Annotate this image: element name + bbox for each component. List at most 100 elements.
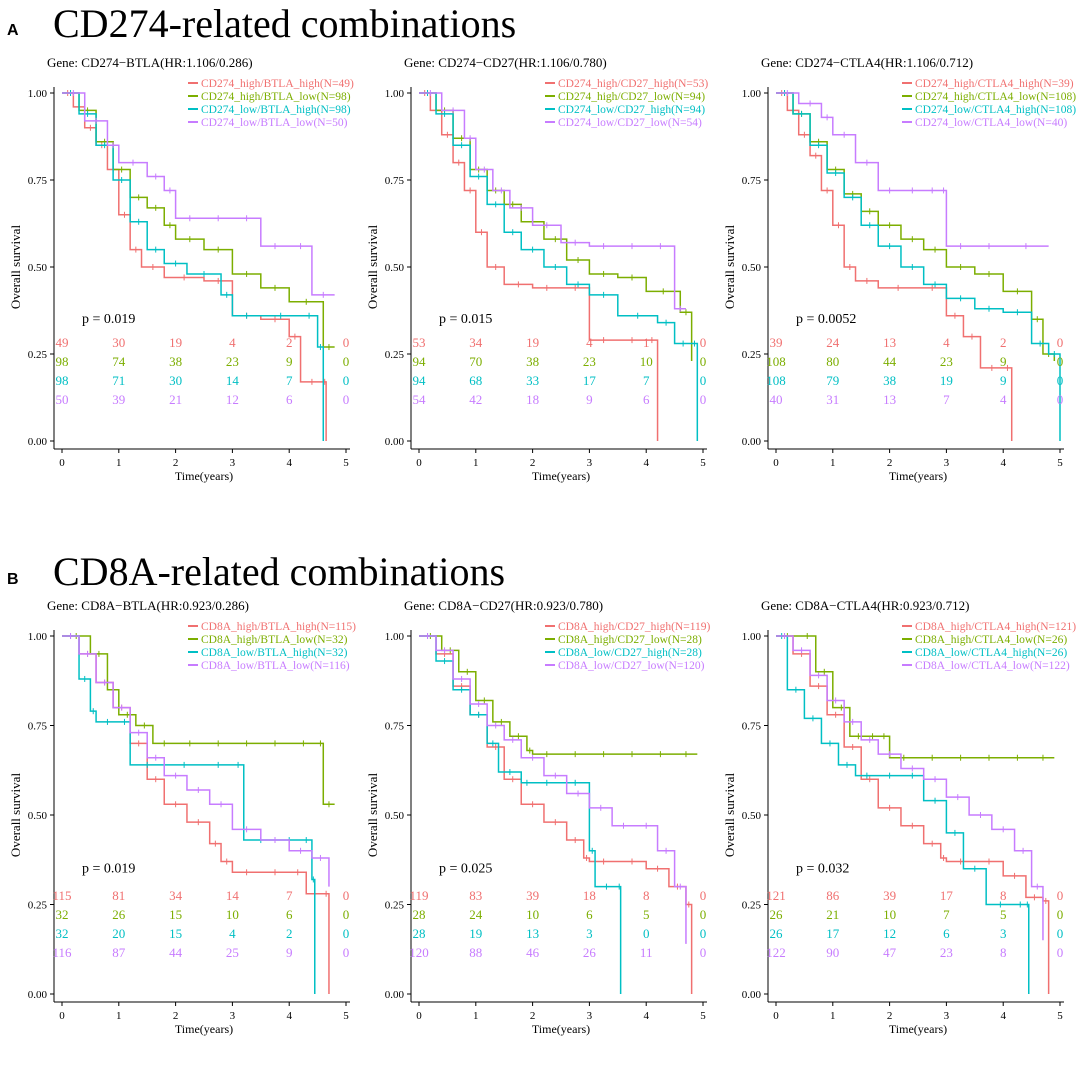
legend-label: CD8A_low/BTLA_low(N=116)	[201, 660, 350, 672]
km-curve-cd274-low-ctla4-low-n-40	[776, 92, 1049, 247]
risk-count: 0	[343, 373, 350, 388]
risk-count: 33	[526, 373, 539, 388]
risk-count: 4	[229, 335, 236, 350]
y-tick-label: 1.00	[742, 631, 762, 643]
plot-title: Gene: CD8A−CD27(HR:0.923/0.780)	[404, 598, 603, 613]
legend-label: CD8A_low/CTLA4_high(N=26)	[915, 647, 1067, 659]
km-plot-cd274-btla: Gene: CD274−BTLA(HR:1.106/0.286) 0.00 0.25…	[0, 53, 360, 523]
risk-count: 0	[700, 888, 707, 903]
x-tick-label: 1	[830, 1010, 836, 1022]
x-tick-label: 1	[116, 1010, 122, 1022]
km-curve-cd274-high-cd27-low-n-94	[419, 92, 693, 361]
y-tick-label: 0.50	[742, 262, 762, 274]
panel-letter-b: B	[7, 571, 19, 588]
km-curve-cd8a-high-btla-low-n-32	[62, 635, 335, 806]
risk-count: 3	[586, 926, 593, 941]
p-value: p = 0.032	[796, 862, 849, 877]
risk-count: 9	[1000, 354, 1007, 369]
risk-count: 20	[112, 926, 125, 941]
risk-count: 11	[640, 945, 653, 960]
risk-count: 6	[286, 907, 293, 922]
risk-count: 21	[169, 392, 182, 407]
x-tick-label: 1	[830, 457, 836, 469]
x-tick-label: 2	[530, 1010, 536, 1022]
y-tick-label: 0.25	[742, 900, 762, 912]
risk-count: 90	[826, 945, 839, 960]
km-curve-cd8a-low-ctla4-high-n-26	[776, 635, 1030, 994]
risk-count: 0	[1057, 945, 1064, 960]
p-value: p = 0.025	[439, 862, 492, 877]
y-tick-label: 0.75	[28, 721, 48, 733]
km-curve-cd274-low-cd27-high-n-94	[419, 92, 699, 441]
risk-count: 10	[226, 907, 239, 922]
risk-count: 13	[526, 926, 539, 941]
risk-count: 79	[826, 373, 839, 388]
risk-count: 18	[526, 392, 539, 407]
km-curve-cd8a-high-cd27-low-n-28	[419, 635, 698, 755]
x-tick-label: 0	[59, 457, 65, 469]
x-tick-label: 2	[173, 457, 179, 469]
km-curve-cd8a-high-ctla4-high-n-121	[776, 635, 1050, 994]
y-tick-label: 0.00	[742, 436, 762, 448]
risk-count: 30	[112, 335, 125, 350]
x-tick-label: 3	[587, 457, 593, 469]
risk-count: 7	[286, 373, 293, 388]
risk-count: 0	[1057, 354, 1064, 369]
legend-label: CD274_high/BTLA_high(N=49)	[201, 78, 354, 90]
x-tick-label: 4	[643, 457, 649, 469]
legend-label: CD8A_high/CD27_high(N=119)	[558, 621, 711, 633]
risk-count: 0	[343, 907, 350, 922]
km-svg: Gene: CD274−CTLA4(HR:1.106/0.712) 0.00 0.2…	[722, 55, 1076, 483]
km-plot-cd274-ctla4: Gene: CD274−CTLA4(HR:1.106/0.712) 0.00 0.2…	[714, 53, 1076, 523]
risk-count: 8	[1000, 888, 1007, 903]
legend-label: CD274_low/BTLA_low(N=50)	[201, 117, 348, 129]
risk-count: 0	[700, 907, 707, 922]
x-axis-label: Time(years)	[175, 469, 233, 483]
y-tick-label: 0.75	[385, 175, 405, 187]
y-axis-label: Overall survival	[722, 225, 737, 310]
risk-count: 38	[883, 373, 896, 388]
risk-count: 15	[169, 907, 182, 922]
risk-count: 6	[586, 907, 593, 922]
y-tick-label: 1.00	[385, 631, 405, 643]
y-tick-label: 0.25	[28, 900, 48, 912]
risk-count: 18	[583, 888, 596, 903]
risk-count: 39	[526, 888, 539, 903]
risk-count: 0	[700, 392, 707, 407]
x-tick-label: 4	[1000, 1010, 1006, 1022]
x-tick-label: 3	[587, 1010, 593, 1022]
risk-count: 26	[770, 907, 784, 922]
x-axis-label: Time(years)	[175, 1022, 233, 1036]
risk-count: 31	[826, 392, 839, 407]
risk-count: 40	[770, 392, 783, 407]
km-curve-cd274-low-btla-high-n-98	[62, 92, 325, 441]
x-tick-label: 5	[343, 457, 349, 469]
risk-count: 0	[1057, 926, 1064, 941]
risk-count: 0	[1057, 392, 1064, 407]
risk-count: 12	[226, 392, 239, 407]
risk-count: 0	[700, 926, 707, 941]
legend-label: CD8A_high/CTLA4_low(N=26)	[915, 634, 1067, 646]
risk-count: 19	[469, 926, 482, 941]
risk-count: 0	[700, 335, 707, 350]
plot-title: Gene: CD274−CTLA4(HR:1.106/0.712)	[761, 55, 973, 70]
risk-count: 9	[286, 945, 293, 960]
y-tick-label: 0.75	[742, 175, 762, 187]
x-tick-label: 3	[944, 457, 950, 469]
y-tick-label: 0.75	[385, 721, 405, 733]
risk-count: 0	[343, 354, 350, 369]
risk-count: 17	[583, 373, 597, 388]
risk-count: 83	[469, 888, 482, 903]
risk-count: 39	[112, 392, 125, 407]
y-axis-label: Overall survival	[365, 225, 380, 310]
plot-title: Gene: CD8A−CTLA4(HR:0.923/0.712)	[761, 598, 969, 613]
x-tick-label: 5	[700, 457, 706, 469]
risk-count: 13	[883, 335, 896, 350]
risk-count: 8	[643, 888, 650, 903]
risk-count: 23	[940, 354, 953, 369]
risk-count: 42	[469, 392, 482, 407]
x-tick-label: 5	[1057, 457, 1063, 469]
risk-count: 23	[940, 945, 953, 960]
risk-count: 39	[770, 335, 783, 350]
risk-count: 116	[52, 945, 72, 960]
